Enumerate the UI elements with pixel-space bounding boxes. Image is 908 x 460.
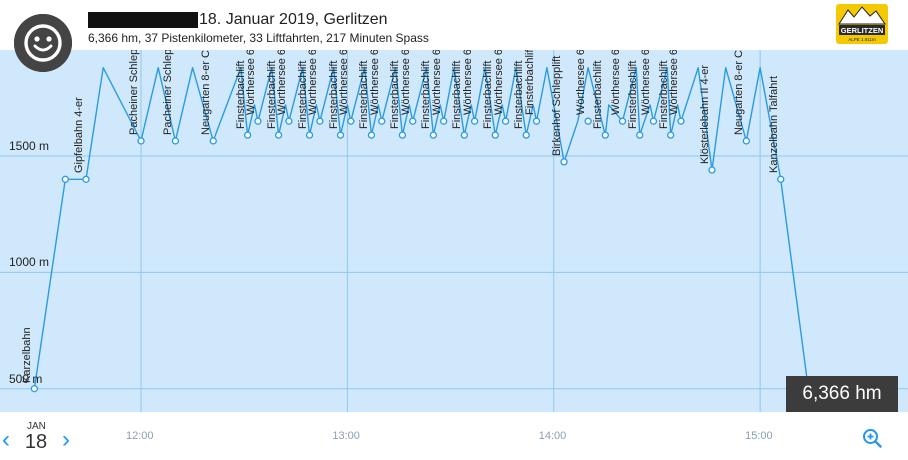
logo-text: GERLITZEN bbox=[841, 26, 884, 35]
lift-marker bbox=[777, 175, 785, 183]
date-month: JAN bbox=[27, 421, 46, 432]
lift-label: Birkenhof Schlepplift bbox=[551, 55, 564, 156]
lift-marker bbox=[501, 117, 510, 125]
lift-marker bbox=[429, 131, 438, 139]
lift-marker bbox=[584, 117, 592, 125]
lift-label: Wörthersee 6er-Family-Jet bbox=[275, 50, 288, 116]
lift-marker bbox=[274, 131, 283, 139]
zoom-in-icon[interactable] bbox=[862, 428, 882, 448]
lift-marker bbox=[470, 117, 479, 125]
lift-label: Wörthersee 6er-Family-Jet bbox=[337, 50, 350, 116]
lift-marker bbox=[30, 385, 39, 393]
elevation-chart[interactable]: 1500 m 1000 m 500 m Karzelbahn Gipfelbahn 4… bbox=[0, 50, 908, 412]
lift-label: Wörthersee 6er-Family-Jet bbox=[306, 50, 319, 116]
next-day-button[interactable]: › bbox=[62, 426, 70, 453]
lift-label: Finsterbachlift bbox=[626, 60, 639, 130]
lift-label: Pacheiner Schlepplift bbox=[162, 50, 175, 135]
lift-marker bbox=[305, 131, 314, 139]
header: 18. Januar 2019, Gerlitzen 6,366 hm, 37 … bbox=[0, 0, 908, 50]
timeline-footer: ‹ JAN 18 › 12:00 13:00 14:00 15:00 bbox=[0, 412, 908, 460]
lift-label: Neugarten 8-er Carving Jet bbox=[733, 50, 746, 135]
lift-marker bbox=[209, 137, 217, 145]
lift-label: Gipfelbahn 4-er bbox=[72, 97, 85, 174]
lift-marker bbox=[137, 137, 145, 145]
lift-marker bbox=[618, 117, 627, 125]
elevation-line bbox=[33, 67, 840, 390]
lift-label: Wörthersee 6er-Family-Jet bbox=[461, 50, 474, 116]
lift-label: Neugarten 8-er Carving Jet bbox=[200, 50, 213, 135]
prev-day-button[interactable]: ‹ bbox=[2, 426, 10, 453]
lift-marker bbox=[742, 137, 750, 145]
lift-marker bbox=[347, 117, 355, 125]
lift-marker bbox=[440, 117, 448, 125]
lift-label: Karzelbahn bbox=[21, 327, 34, 383]
lift-label: Klösterlebahn II 4-er bbox=[698, 64, 711, 165]
lift-marker bbox=[409, 117, 417, 125]
x-axis-label: 13:00 bbox=[332, 430, 360, 442]
gerlitzen-logo: GERLITZEN ALPE 1.911m bbox=[836, 4, 888, 44]
smiley-icon bbox=[14, 14, 72, 72]
date-day: 18 bbox=[24, 431, 48, 453]
x-axis-label: 12:00 bbox=[126, 430, 154, 442]
lift-marker bbox=[532, 117, 541, 125]
lift-marker bbox=[522, 131, 530, 139]
lift-marker bbox=[636, 131, 644, 139]
y-axis-label: 1000 m bbox=[9, 255, 50, 270]
lift-label: Pacheiner Schlepplift bbox=[128, 50, 140, 135]
lift-marker bbox=[243, 131, 252, 139]
lift-label: Wörthersee 6er-Family-Jet bbox=[430, 50, 443, 116]
lift-label: Wörthersee 6er-Family-Jet bbox=[399, 50, 412, 116]
lift-marker bbox=[460, 131, 468, 139]
lift-marker bbox=[677, 117, 685, 125]
lift-marker bbox=[398, 131, 407, 139]
lift-label: Wörthersee 6er-Family-Jet bbox=[668, 50, 680, 116]
lift-label: Finsterbachlift bbox=[592, 60, 605, 130]
lift-marker bbox=[285, 117, 293, 125]
value-readout: 6,366 hm bbox=[786, 376, 898, 412]
lift-marker bbox=[708, 166, 716, 174]
lift-marker bbox=[171, 137, 180, 145]
y-axis-label: 1500 m bbox=[9, 139, 50, 154]
lift-label: Finsterbachlift bbox=[523, 50, 536, 116]
x-axis-label: 15:00 bbox=[745, 430, 773, 442]
lift-marker bbox=[601, 131, 609, 139]
lift-label: Wörthersee 6er-Family-Jet bbox=[609, 50, 622, 116]
lift-marker bbox=[316, 117, 324, 125]
lift-marker bbox=[649, 117, 658, 125]
lift-label: Wörthersee 6er-Family-Jet bbox=[575, 50, 588, 116]
page-title: 18. Januar 2019, Gerlitzen bbox=[88, 10, 388, 30]
lift-marker bbox=[667, 131, 675, 139]
lift-marker bbox=[82, 175, 90, 183]
lift-marker bbox=[378, 117, 386, 125]
lift-label: Wörthersee 6er-Family-Jet bbox=[368, 50, 381, 116]
x-axis-label: 14:00 bbox=[538, 430, 567, 442]
y-axis-label: 500 m bbox=[9, 371, 43, 386]
lift-label: Wörthersee 6er-Family-Jet bbox=[640, 50, 653, 116]
logo-subtext: ALPE 1.911m bbox=[848, 37, 876, 42]
lift-marker bbox=[254, 117, 262, 125]
redacted-name bbox=[88, 12, 198, 28]
lift-label: Wörthersee 6er-Family-Jet bbox=[244, 50, 257, 116]
lift-marker bbox=[61, 175, 69, 183]
title-text: 18. Januar 2019, Gerlitzen bbox=[199, 11, 388, 28]
page-subtitle: 6,366 hm, 37 Pistenkilometer, 33 Liftfah… bbox=[88, 31, 429, 45]
lift-marker bbox=[367, 131, 376, 139]
lift-label: Wörthersee 6er-Family-Jet bbox=[492, 50, 505, 116]
lift-marker bbox=[560, 158, 568, 166]
lift-label: Kanzelbahn Talfahrt bbox=[767, 76, 780, 174]
lift-marker bbox=[491, 131, 499, 139]
lift-marker bbox=[336, 131, 345, 139]
